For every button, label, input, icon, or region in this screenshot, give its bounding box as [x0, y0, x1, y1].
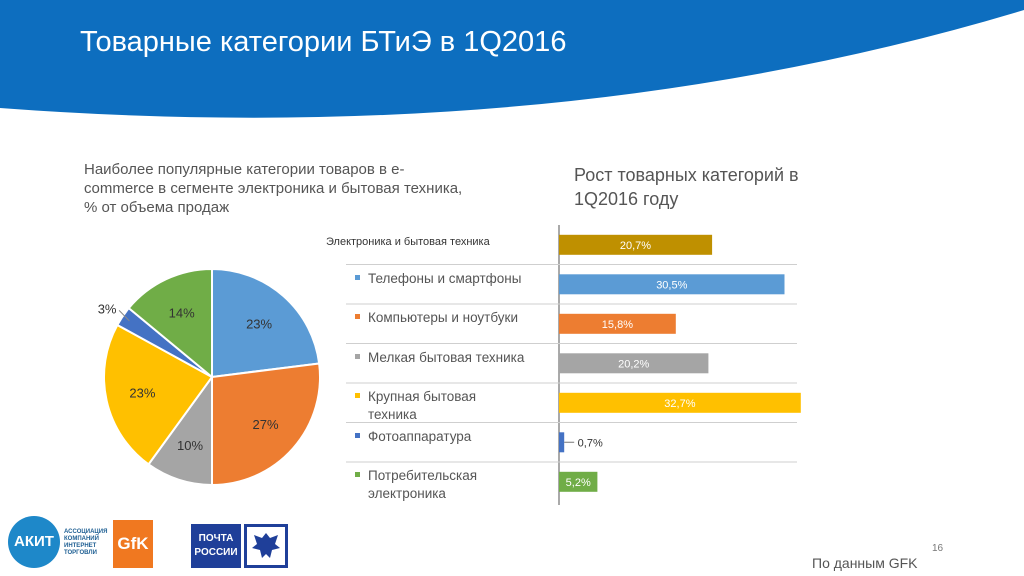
bar-label-0: 20,7% — [620, 240, 651, 252]
akit-logo-subtitle: АССОЦИАЦИЯ КОМПАНИЙ ИНТЕРНЕТ ТОРГОВЛИ — [64, 529, 108, 556]
legend-swatch-4 — [355, 432, 360, 438]
pie-label-5: 14% — [169, 306, 195, 321]
header-banner — [0, 0, 1024, 118]
bar-5 — [559, 432, 565, 453]
source-note: По данным GFK — [812, 555, 918, 571]
pochta-logo-line1: ПОЧТА — [198, 533, 234, 544]
legend-item-4: Фотоаппаратура — [355, 428, 528, 446]
bar-category-label-total: Электроника и бытовая техника — [326, 236, 490, 248]
bar-chart-title: Рост товарных категорий в 1Q2016 году — [574, 165, 799, 209]
bar-chart: 20,7% 30,5% 15,8% 20,2% 32,7% 0,7% 5,2% — [346, 225, 801, 505]
akit-logo-mark: АКИТ — [8, 516, 60, 568]
bar-label-2: 15,8% — [602, 319, 633, 331]
pie-label-0: 23% — [246, 317, 272, 332]
legend-item-1: Компьютеры и ноутбуки — [355, 309, 528, 327]
bar-3 — [559, 353, 709, 374]
pie-slice-1 — [211, 362, 321, 487]
legend-swatch-1 — [355, 313, 360, 319]
pie-slice-0 — [211, 267, 321, 379]
bar-label-1: 30,5% — [656, 279, 687, 291]
pie-chart-title: Наиболее популярные категории товаров в … — [84, 161, 463, 216]
pie-label-1: 27% — [252, 417, 278, 432]
pie-label-3: 23% — [129, 386, 155, 401]
bar-label-4: 32,7% — [664, 398, 695, 410]
legend-swatch-2 — [355, 353, 360, 359]
legend-swatch-5 — [355, 471, 360, 477]
legend-label-1: Компьютеры и ноутбуки — [368, 310, 518, 325]
bar-0 — [559, 234, 713, 255]
pie-slice-5 — [127, 267, 213, 380]
bar-2 — [559, 313, 676, 334]
legend-item-5: Потребительская электроника — [355, 467, 528, 503]
akit-logo: АКИТ АССОЦИАЦИЯ КОМПАНИЙ ИНТЕРНЕТ ТОРГОВ… — [8, 516, 108, 572]
legend-item-2: Мелкая бытовая техника — [355, 349, 528, 367]
pie-label-2: 10% — [177, 438, 203, 453]
legend-label-4: Фотоаппаратура — [368, 429, 472, 444]
bar-label-3: 20,2% — [618, 358, 649, 370]
slide-title: Товарные категории БТиЭ в 1Q2016 — [80, 26, 567, 58]
pie-label-4: 3% — [98, 301, 117, 316]
eagle-emblem-icon — [244, 524, 288, 568]
pochta-logo: ПОЧТА РОССИИ — [191, 524, 241, 568]
bar-4 — [559, 392, 801, 413]
bar-6 — [559, 471, 598, 492]
pie-leader-line-4 — [118, 310, 130, 322]
legend-swatch-0 — [355, 274, 360, 280]
pie-chart: 23% 27% 10% 23% 3% 14% — [98, 267, 321, 487]
legend-label-2: Мелкая бытовая техника — [368, 350, 525, 365]
legend-swatch-3 — [355, 392, 360, 398]
legend-label-5: Потребительская электроника — [368, 468, 478, 501]
gfk-logo: GfK — [113, 520, 153, 568]
bar-label-5: 0,7% — [578, 437, 603, 449]
pochta-logo-line2: РОССИИ — [194, 547, 238, 558]
legend-label-3: Крупная бытовая техника — [368, 389, 477, 422]
legend-item-3: Крупная бытовая техника — [355, 388, 528, 424]
page-number: 16 — [932, 543, 944, 554]
bar-1 — [559, 274, 785, 295]
pie-slice-3 — [103, 323, 214, 466]
legend-item-0: Телефоны и смартфоны — [355, 270, 528, 288]
legend-label-0: Телефоны и смартфоны — [368, 271, 522, 286]
bar-label-6: 5,2% — [566, 477, 591, 489]
